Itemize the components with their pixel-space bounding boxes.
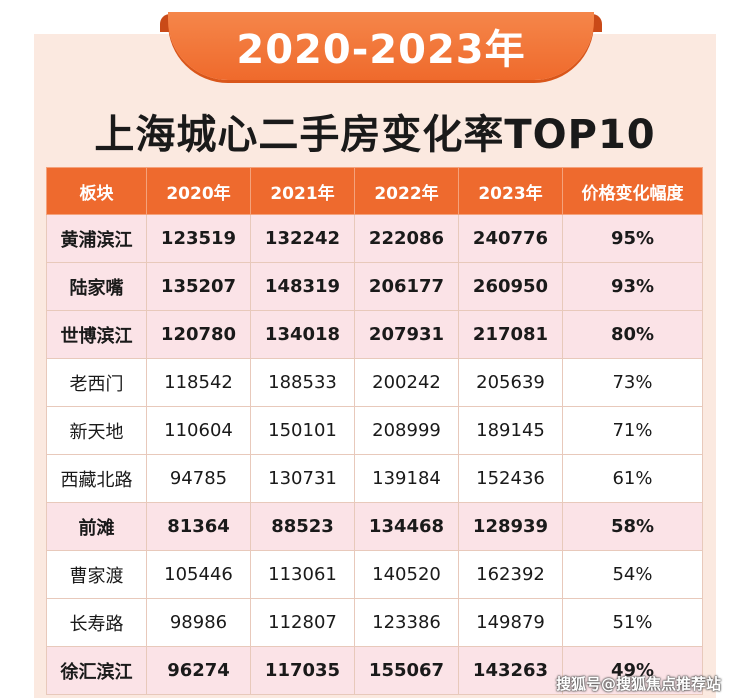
cell-price-2022: 155067 xyxy=(354,646,459,695)
cell-district: 前滩 xyxy=(46,502,147,551)
cell-price-2021: 117035 xyxy=(250,646,355,695)
cell-change-rate: 49% xyxy=(562,646,703,695)
header-2022: 2022年 xyxy=(354,167,459,215)
cell-price-2021: 112807 xyxy=(250,598,355,647)
cell-price-2020: 110604 xyxy=(146,406,251,455)
cell-district: 西藏北路 xyxy=(46,454,147,503)
cell-price-2020: 135207 xyxy=(146,262,251,311)
cell-price-2020: 120780 xyxy=(146,310,251,359)
table-row: 黄浦滨江 123519 132242 222086 240776 95% xyxy=(46,214,703,263)
cell-price-2023: 240776 xyxy=(458,214,563,263)
year-range-title: 2020-2023年 xyxy=(236,27,526,73)
cell-price-2022: 123386 xyxy=(354,598,459,647)
cell-price-2021: 132242 xyxy=(250,214,355,263)
cell-price-2023: 260950 xyxy=(458,262,563,311)
cell-district: 新天地 xyxy=(46,406,147,455)
cell-change-rate: 71% xyxy=(562,406,703,455)
table-row: 前滩 81364 88523 134468 128939 58% xyxy=(46,502,703,551)
cell-price-2021: 134018 xyxy=(250,310,355,359)
cell-price-2021: 130731 xyxy=(250,454,355,503)
header-2020: 2020年 xyxy=(146,167,251,215)
cell-change-rate: 51% xyxy=(562,598,703,647)
cell-price-2020: 96274 xyxy=(146,646,251,695)
cell-price-2020: 105446 xyxy=(146,550,251,599)
cell-change-rate: 61% xyxy=(562,454,703,503)
table-row: 新天地 110604 150101 208999 189145 71% xyxy=(46,406,703,455)
table-row: 西藏北路 94785 130731 139184 152436 61% xyxy=(46,454,703,503)
table-row: 陆家嘴 135207 148319 206177 260950 93% xyxy=(46,262,703,311)
cell-district: 长寿路 xyxy=(46,598,147,647)
cell-price-2023: 217081 xyxy=(458,310,563,359)
cell-price-2021: 148319 xyxy=(250,262,355,311)
price-change-table: 板块 2020年 2021年 2022年 2023年 价格变化幅度 黄浦滨江 12… xyxy=(46,167,703,695)
header-2023: 2023年 xyxy=(458,167,563,215)
cell-price-2022: 208999 xyxy=(354,406,459,455)
cell-district: 老西门 xyxy=(46,358,147,407)
cell-price-2022: 200242 xyxy=(354,358,459,407)
table-row: 老西门 118542 188533 200242 205639 73% xyxy=(46,358,703,407)
cell-price-2021: 88523 xyxy=(250,502,355,551)
cell-price-2022: 134468 xyxy=(354,502,459,551)
cell-price-2022: 207931 xyxy=(354,310,459,359)
cell-change-rate: 95% xyxy=(562,214,703,263)
cell-price-2020: 94785 xyxy=(146,454,251,503)
cell-price-2020: 123519 xyxy=(146,214,251,263)
year-ribbon xyxy=(168,12,594,80)
header-2021: 2021年 xyxy=(250,167,355,215)
cell-price-2020: 81364 xyxy=(146,502,251,551)
table-row: 徐汇滨江 96274 117035 155067 143263 49% xyxy=(46,646,703,695)
table-row: 世博滨江 120780 134018 207931 217081 80% xyxy=(46,310,703,359)
header-district: 板块 xyxy=(46,167,147,215)
cell-price-2020: 118542 xyxy=(146,358,251,407)
cell-price-2020: 98986 xyxy=(146,598,251,647)
cell-price-2021: 188533 xyxy=(250,358,355,407)
cell-price-2023: 162392 xyxy=(458,550,563,599)
cell-price-2023: 128939 xyxy=(458,502,563,551)
cell-district: 徐汇滨江 xyxy=(46,646,147,695)
cell-price-2022: 139184 xyxy=(354,454,459,503)
cell-district: 黄浦滨江 xyxy=(46,214,147,263)
table-header-row: 板块 2020年 2021年 2022年 2023年 价格变化幅度 xyxy=(46,167,703,215)
cell-price-2022: 140520 xyxy=(354,550,459,599)
cell-price-2021: 150101 xyxy=(250,406,355,455)
cell-district: 世博滨江 xyxy=(46,310,147,359)
cell-price-2023: 149879 xyxy=(458,598,563,647)
cell-price-2022: 222086 xyxy=(354,214,459,263)
cell-price-2023: 143263 xyxy=(458,646,563,695)
cell-change-rate: 54% xyxy=(562,550,703,599)
table-row: 曹家渡 105446 113061 140520 162392 54% xyxy=(46,550,703,599)
cell-price-2023: 152436 xyxy=(458,454,563,503)
cell-price-2021: 113061 xyxy=(250,550,355,599)
cell-change-rate: 93% xyxy=(562,262,703,311)
cell-change-rate: 58% xyxy=(562,502,703,551)
cell-price-2023: 205639 xyxy=(458,358,563,407)
cell-price-2023: 189145 xyxy=(458,406,563,455)
cell-district: 曹家渡 xyxy=(46,550,147,599)
page-title: 上海城心二手房变化率TOP10 xyxy=(94,112,656,158)
cell-change-rate: 80% xyxy=(562,310,703,359)
cell-change-rate: 73% xyxy=(562,358,703,407)
table-row: 长寿路 98986 112807 123386 149879 51% xyxy=(46,598,703,647)
cell-district: 陆家嘴 xyxy=(46,262,147,311)
header-change-rate: 价格变化幅度 xyxy=(562,167,703,215)
cell-price-2022: 206177 xyxy=(354,262,459,311)
watermark: 搜狐号@搜狐焦点推荐站 xyxy=(556,675,722,693)
